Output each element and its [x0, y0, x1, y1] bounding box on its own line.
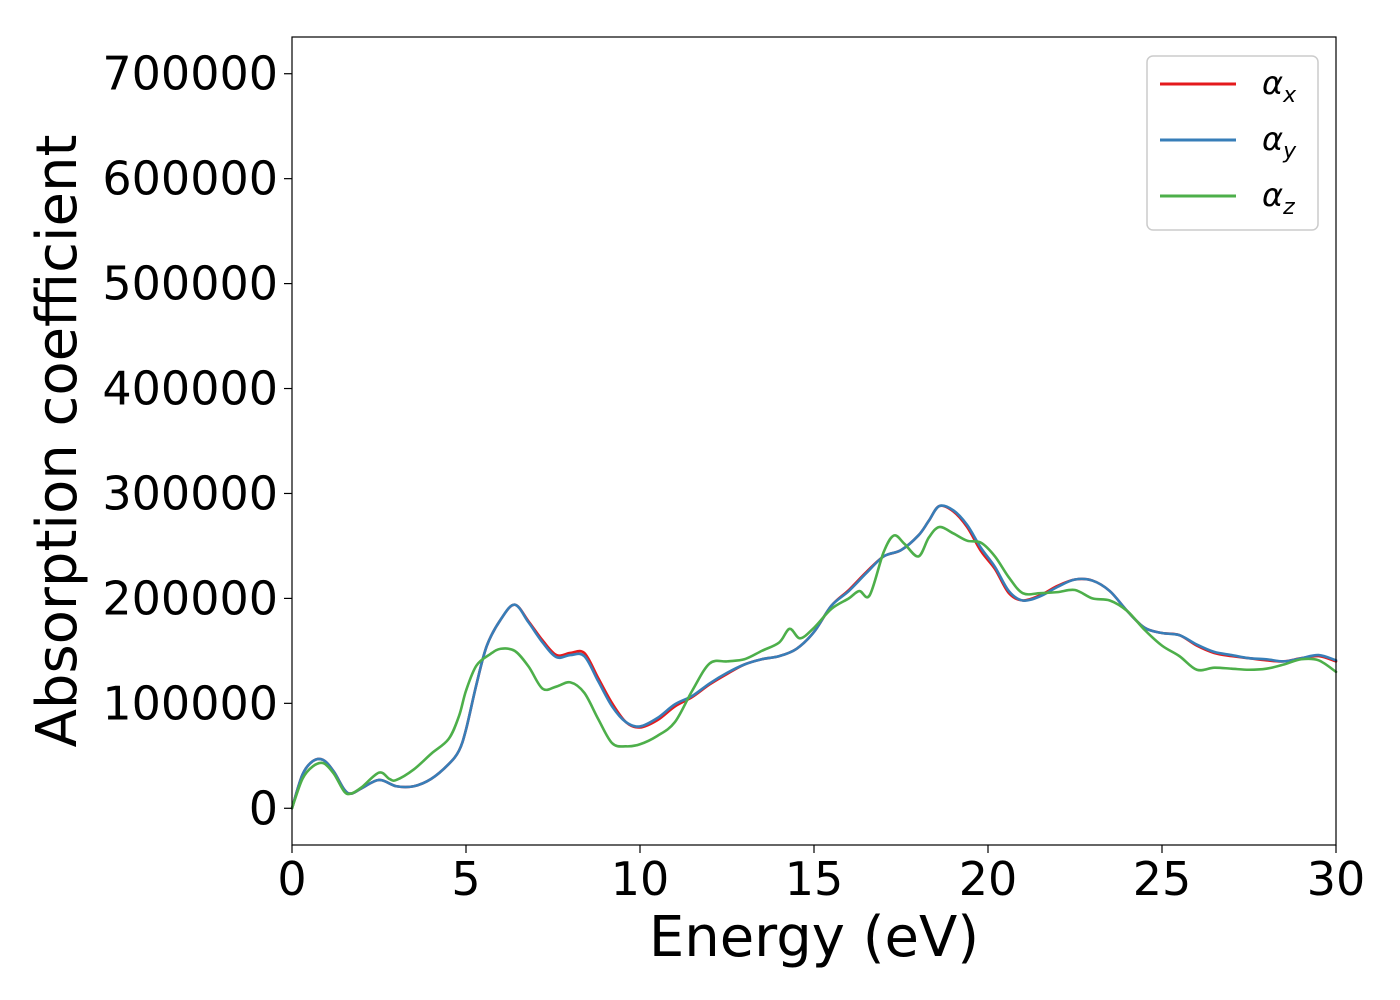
y-tick-label: 100000	[102, 676, 278, 730]
legend-label-z: αz	[1262, 176, 1295, 220]
x-tick-label: 25	[1133, 852, 1192, 906]
y-tick-label: 0	[249, 781, 278, 835]
legend-box	[1146, 55, 1319, 231]
y-tick-label: 600000	[102, 152, 278, 206]
legend-entries: αx αy αz	[1160, 64, 1297, 220]
x-tick-label: 5	[451, 852, 480, 906]
y-tick-label: 200000	[102, 571, 278, 625]
y-tick-label: 700000	[102, 47, 278, 101]
x-tick-label: 20	[959, 852, 1018, 906]
y-tick-label: 400000	[102, 362, 278, 416]
x-tick-label: 30	[1307, 852, 1366, 906]
legend: αx αy αz	[1146, 55, 1319, 231]
y-axis: 0 100000 200000 300000 400000 500000 600000 700…	[102, 47, 292, 835]
x-axis-title: Energy (eV)	[649, 905, 979, 970]
x-tick-label: 15	[785, 852, 844, 906]
x-axis: 0 5 10 15 20 25 30	[277, 845, 1365, 906]
legend-label-y: αy	[1262, 120, 1297, 164]
x-tick-label: 10	[611, 852, 670, 906]
series-layer	[290, 504, 1338, 810]
y-tick-label: 500000	[102, 257, 278, 311]
legend-label-x: αx	[1262, 64, 1297, 108]
series-line-z	[290, 525, 1338, 810]
y-axis-title: Absorption coefficient	[25, 135, 90, 748]
y-tick-label: 300000	[102, 466, 278, 520]
x-tick-label: 0	[277, 852, 306, 906]
